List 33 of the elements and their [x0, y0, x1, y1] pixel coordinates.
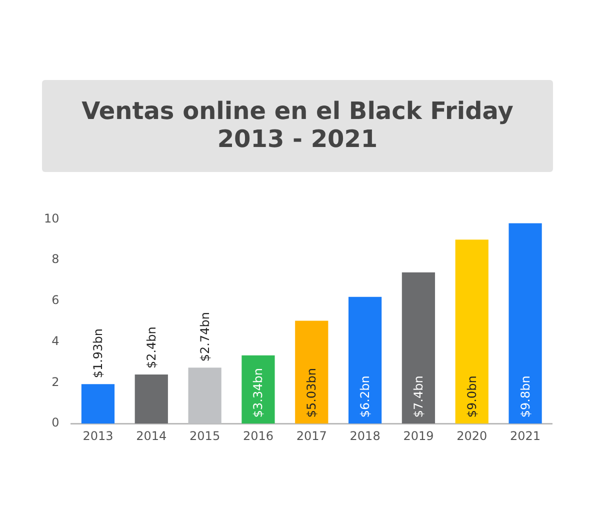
- data-label: $7.4bn: [411, 376, 426, 418]
- data-label: $9.8bn: [518, 376, 532, 418]
- y-tick-label: 0: [52, 416, 60, 430]
- y-tick-label: 6: [52, 293, 60, 308]
- data-label: $9.0bn: [464, 376, 479, 418]
- data-label: $5.03bn: [304, 368, 319, 418]
- bar: [402, 272, 436, 424]
- bar: [508, 223, 542, 424]
- x-tick-label: 2017: [296, 428, 327, 443]
- y-tick-label: 8: [52, 252, 60, 266]
- data-label: $3.34bn: [251, 368, 266, 418]
- x-tick-label: 2019: [403, 428, 434, 443]
- x-tick-label: 2014: [136, 428, 167, 443]
- data-label: $6.2bn: [358, 376, 372, 418]
- bar: [348, 296, 382, 424]
- y-tick-label: 4: [52, 334, 60, 348]
- x-tick-label: 2016: [242, 428, 274, 443]
- chart-title: Ventas online en el Black Friday 2013 - 2021: [82, 97, 514, 154]
- bar: [134, 374, 168, 424]
- bar: [455, 240, 488, 424]
- bar: [81, 384, 115, 424]
- x-tick-label: 2018: [350, 428, 380, 443]
- data-label: $2.74bn: [198, 312, 212, 362]
- data-label: $2.4bn: [144, 326, 158, 369]
- y-tick-label: 10: [44, 211, 60, 226]
- x-tick-label: 2015: [190, 428, 220, 443]
- bar: [295, 320, 328, 424]
- x-tick-label: 2021: [510, 428, 541, 443]
- data-label: $1.93bn: [90, 328, 105, 378]
- x-tick-label: 2020: [456, 428, 488, 443]
- y-tick-label: 2: [52, 374, 60, 389]
- x-tick-label: 2013: [82, 428, 114, 443]
- bar: [242, 355, 275, 424]
